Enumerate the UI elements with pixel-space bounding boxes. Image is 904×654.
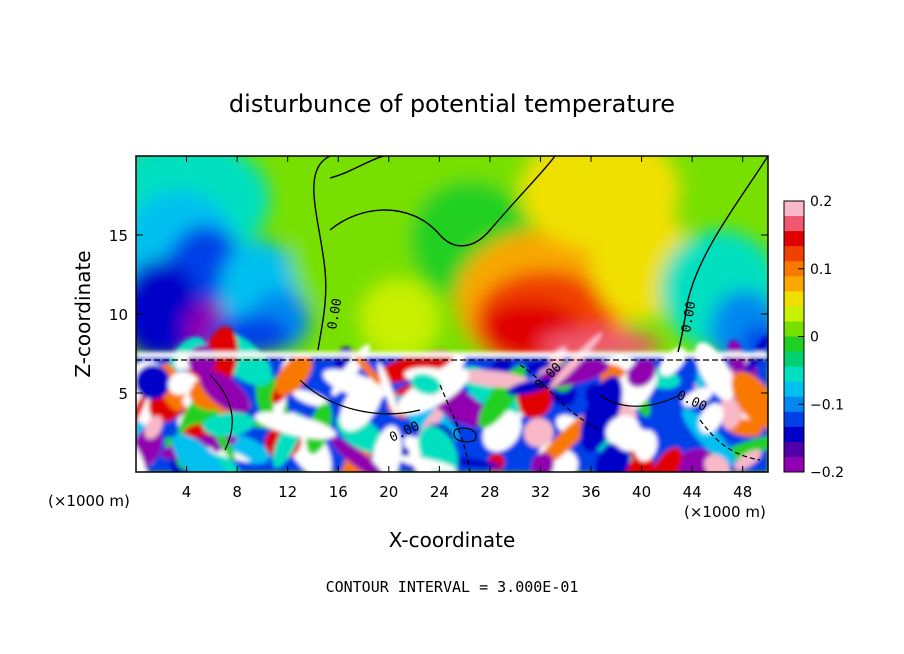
y-tick-label: 15: [109, 227, 128, 245]
field-blob: [338, 435, 372, 472]
colorbar-swatch: [784, 396, 804, 413]
y-axis-label: Z-coordinate: [71, 250, 95, 377]
x-tick-label: 8: [232, 483, 242, 501]
field-blob: [634, 429, 658, 462]
chart-title: disturbunce of potential temperature: [229, 90, 675, 118]
colorbar-swatch: [784, 231, 804, 247]
field-blob: [410, 373, 442, 395]
field-blob: [330, 436, 384, 472]
contour-interval-note: CONTOUR INTERVAL = 3.000E-01: [326, 578, 579, 596]
colorbar-swatch: [784, 261, 804, 277]
colorbar-tick-label: −0.2: [810, 465, 844, 481]
colorbar-swatch: [784, 246, 804, 262]
field-blob: [374, 350, 454, 384]
field-blob: [536, 412, 595, 469]
colorbar-swatch: [784, 216, 804, 232]
x-tick-label: 20: [379, 483, 398, 501]
field-blob: [506, 378, 552, 396]
field-blob: [652, 447, 683, 472]
x-tick-label: 24: [430, 483, 449, 501]
x-tick-label: 36: [581, 483, 600, 501]
field-blob: [580, 375, 623, 453]
y-ticks: 5 10 15: [109, 227, 768, 403]
contour-label: 0.00: [325, 297, 345, 330]
x-unit-right: (×1000 m): [684, 503, 766, 521]
x-tick-label: 16: [329, 483, 348, 501]
colorbar-tick-label: −0.1: [810, 397, 844, 413]
colorbar-swatch: [784, 351, 804, 368]
field-blob: [292, 389, 329, 407]
x-tick-label: 48: [733, 483, 752, 501]
field-blob: [549, 332, 603, 389]
field-blob: [396, 455, 457, 472]
field-blob: [594, 441, 630, 472]
colorbar-swatch: [784, 381, 804, 398]
field-blob: [682, 387, 713, 407]
colorbar: [784, 201, 804, 473]
colorbar-swatch: [784, 321, 804, 337]
field-blob: [731, 371, 768, 429]
colorbar-tick-label: 0.1: [810, 262, 832, 278]
field-blob: [698, 403, 724, 434]
y-tick-label: 5: [118, 385, 128, 403]
field-blob: [202, 412, 255, 437]
field-blob: [275, 354, 313, 396]
field-blob: [254, 412, 337, 440]
colorbar-swatch: [784, 456, 804, 473]
colorbar-swatch: [784, 426, 804, 443]
field-blob: [682, 408, 736, 465]
field-blob: [605, 415, 640, 446]
field-blob: [199, 370, 250, 414]
field-blob: [371, 425, 402, 472]
field-blob: [168, 371, 194, 395]
field-blob: [377, 362, 398, 416]
colorbar-swatch: [784, 276, 804, 292]
contour-label: 0.00: [679, 300, 699, 333]
field-blob: [457, 369, 531, 388]
x-axis-label: X-coordinate: [389, 528, 516, 552]
field-blob: [351, 350, 381, 385]
field-blob: [360, 280, 440, 360]
colorbar-swatch: [784, 306, 804, 322]
field-blob: [704, 454, 731, 472]
colorbar-swatch: [784, 366, 804, 383]
field-blob: [136, 260, 200, 360]
colorbar-tick-label: 0: [810, 330, 819, 346]
colorbar-swatch: [784, 291, 804, 307]
field-blob: [734, 449, 762, 471]
x-tick-label: 44: [683, 483, 702, 501]
x-ticks: 4 8 12 16 20 24 28 32 36 40 44 48: [182, 156, 752, 501]
plot-area: 0.00 0.00 0.00 0.00 0.00: [136, 156, 768, 472]
interface-band: [136, 352, 768, 357]
field-blob: [339, 377, 383, 431]
colorbar-swatch: [784, 201, 804, 217]
x-tick-label: 28: [480, 483, 499, 501]
field-blob: [627, 359, 656, 388]
x-tick-label: 4: [182, 483, 192, 501]
field-blob: [136, 364, 171, 400]
field-blob: [172, 433, 230, 472]
colorbar-swatch: [784, 441, 804, 458]
field-blob: [523, 417, 554, 448]
x-tick-label: 40: [632, 483, 651, 501]
x-tick-label: 12: [278, 483, 297, 501]
y-tick-label: 10: [109, 306, 128, 324]
field-blob: [144, 415, 163, 440]
x-tick-label: 32: [531, 483, 550, 501]
field-blob: [136, 441, 150, 472]
field-blob: [727, 339, 746, 377]
contour-lines: [136, 156, 768, 472]
colorbar-swatch: [784, 411, 804, 428]
colorbar-tick-label: 0.2: [810, 194, 832, 210]
lower-field: [136, 326, 768, 472]
colorbar-ticks: 0.2 0.1 0 −0.1 −0.2: [798, 194, 844, 481]
x-unit-left: (×1000 m): [48, 492, 130, 510]
colorbar-swatch: [784, 336, 804, 353]
